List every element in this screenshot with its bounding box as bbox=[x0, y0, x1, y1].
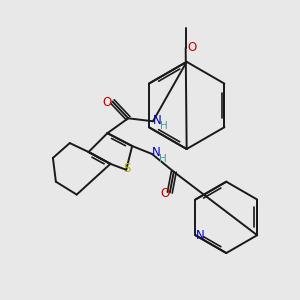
Text: N: N bbox=[152, 146, 160, 160]
Text: N: N bbox=[153, 114, 161, 127]
Text: H: H bbox=[159, 154, 167, 164]
Text: H: H bbox=[160, 121, 168, 131]
Text: N: N bbox=[196, 229, 205, 242]
Text: S: S bbox=[124, 162, 131, 175]
Text: O: O bbox=[160, 187, 170, 200]
Text: O: O bbox=[187, 41, 196, 55]
Text: O: O bbox=[103, 96, 112, 109]
